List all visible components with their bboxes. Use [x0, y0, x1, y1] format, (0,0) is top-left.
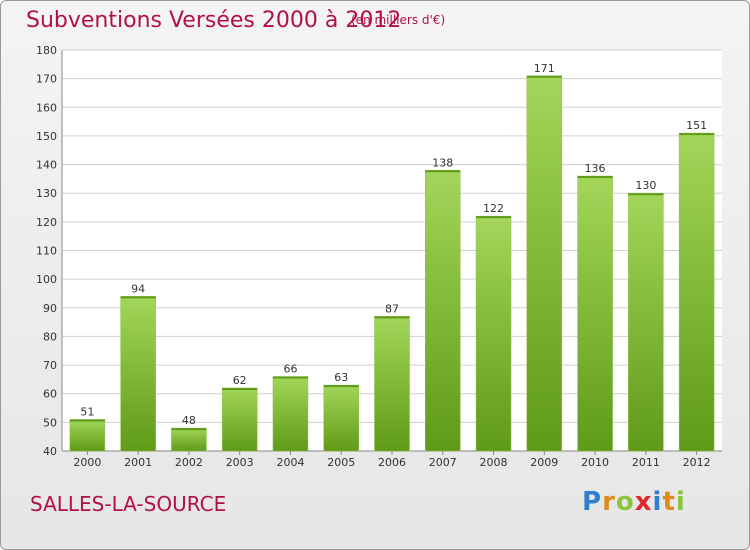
bar-2003: [221, 387, 258, 452]
y-tick-label: 90: [43, 302, 57, 315]
data-label: 171: [534, 62, 555, 75]
y-tick-label: 50: [43, 416, 57, 429]
y-tick-label: 110: [36, 245, 57, 258]
x-tick-label: 2012: [683, 456, 711, 469]
y-tick-label: 170: [36, 73, 57, 86]
bar-2005: [323, 384, 359, 452]
data-label: 51: [80, 405, 94, 418]
data-label: 63: [334, 371, 348, 384]
data-label: 122: [483, 202, 504, 215]
y-tick-label: 120: [36, 216, 57, 229]
y-tick-label: 60: [43, 388, 57, 401]
data-label: 130: [635, 179, 656, 192]
x-tick-label: 2009: [530, 456, 558, 469]
bar-2000: [69, 419, 106, 452]
y-tick-label: 180: [36, 44, 57, 57]
bar-2001: [120, 296, 156, 452]
y-tick-label: 100: [36, 273, 57, 286]
y-tick-label: 70: [43, 359, 57, 372]
bar-2010: [577, 175, 613, 452]
logo-letter: i: [652, 487, 663, 517]
chart-subtitle: (en milliers d'€): [351, 13, 446, 27]
bar-2008: [475, 215, 512, 452]
logo-letter: t: [662, 487, 676, 517]
bar-2006: [374, 316, 410, 452]
x-tick-label: 2001: [124, 456, 152, 469]
x-tick-label: 2010: [581, 456, 609, 469]
logo-letter: r: [602, 487, 616, 517]
y-tick-label: 80: [43, 330, 57, 343]
x-tick-label: 2011: [632, 456, 660, 469]
chart-title: Subventions Versées 2000 à 2012: [26, 8, 402, 33]
data-label: 48: [182, 414, 196, 427]
x-tick-label: 2004: [276, 456, 304, 469]
bar-2002: [171, 427, 207, 452]
y-tick-label: 160: [36, 101, 57, 114]
logo-letter: o: [615, 487, 635, 517]
data-label: 136: [585, 162, 606, 175]
bar-2012: [678, 132, 715, 452]
data-label: 94: [131, 282, 145, 295]
x-tick-label: 2003: [226, 456, 254, 469]
data-label: 62: [233, 374, 247, 387]
bar-2009: [526, 75, 563, 452]
data-label: 138: [432, 156, 453, 169]
x-tick-label: 2008: [480, 456, 508, 469]
x-tick-label: 2007: [429, 456, 457, 469]
location-label: SALLES-LA-SOURCE: [30, 492, 227, 516]
x-tick-label: 2000: [73, 456, 101, 469]
logo-letter: x: [634, 487, 653, 517]
bar-2011: [628, 192, 664, 452]
y-tick-label: 150: [36, 130, 57, 143]
x-tick-label: 2002: [175, 456, 203, 469]
bar-2004: [272, 376, 309, 452]
y-tick-label: 130: [36, 187, 57, 200]
data-label: 151: [686, 119, 707, 132]
logo-letter: P: [582, 487, 603, 517]
x-tick-label: 2005: [327, 456, 355, 469]
data-label: 87: [385, 302, 399, 315]
data-label: 66: [283, 363, 297, 376]
x-tick-label: 2006: [378, 456, 406, 469]
y-tick-label: 140: [36, 159, 57, 172]
y-tick-label: 40: [43, 445, 57, 458]
bar-2007: [425, 170, 461, 452]
proxiti-logo: Proxiti: [582, 487, 686, 517]
logo-letter: i: [675, 487, 686, 517]
